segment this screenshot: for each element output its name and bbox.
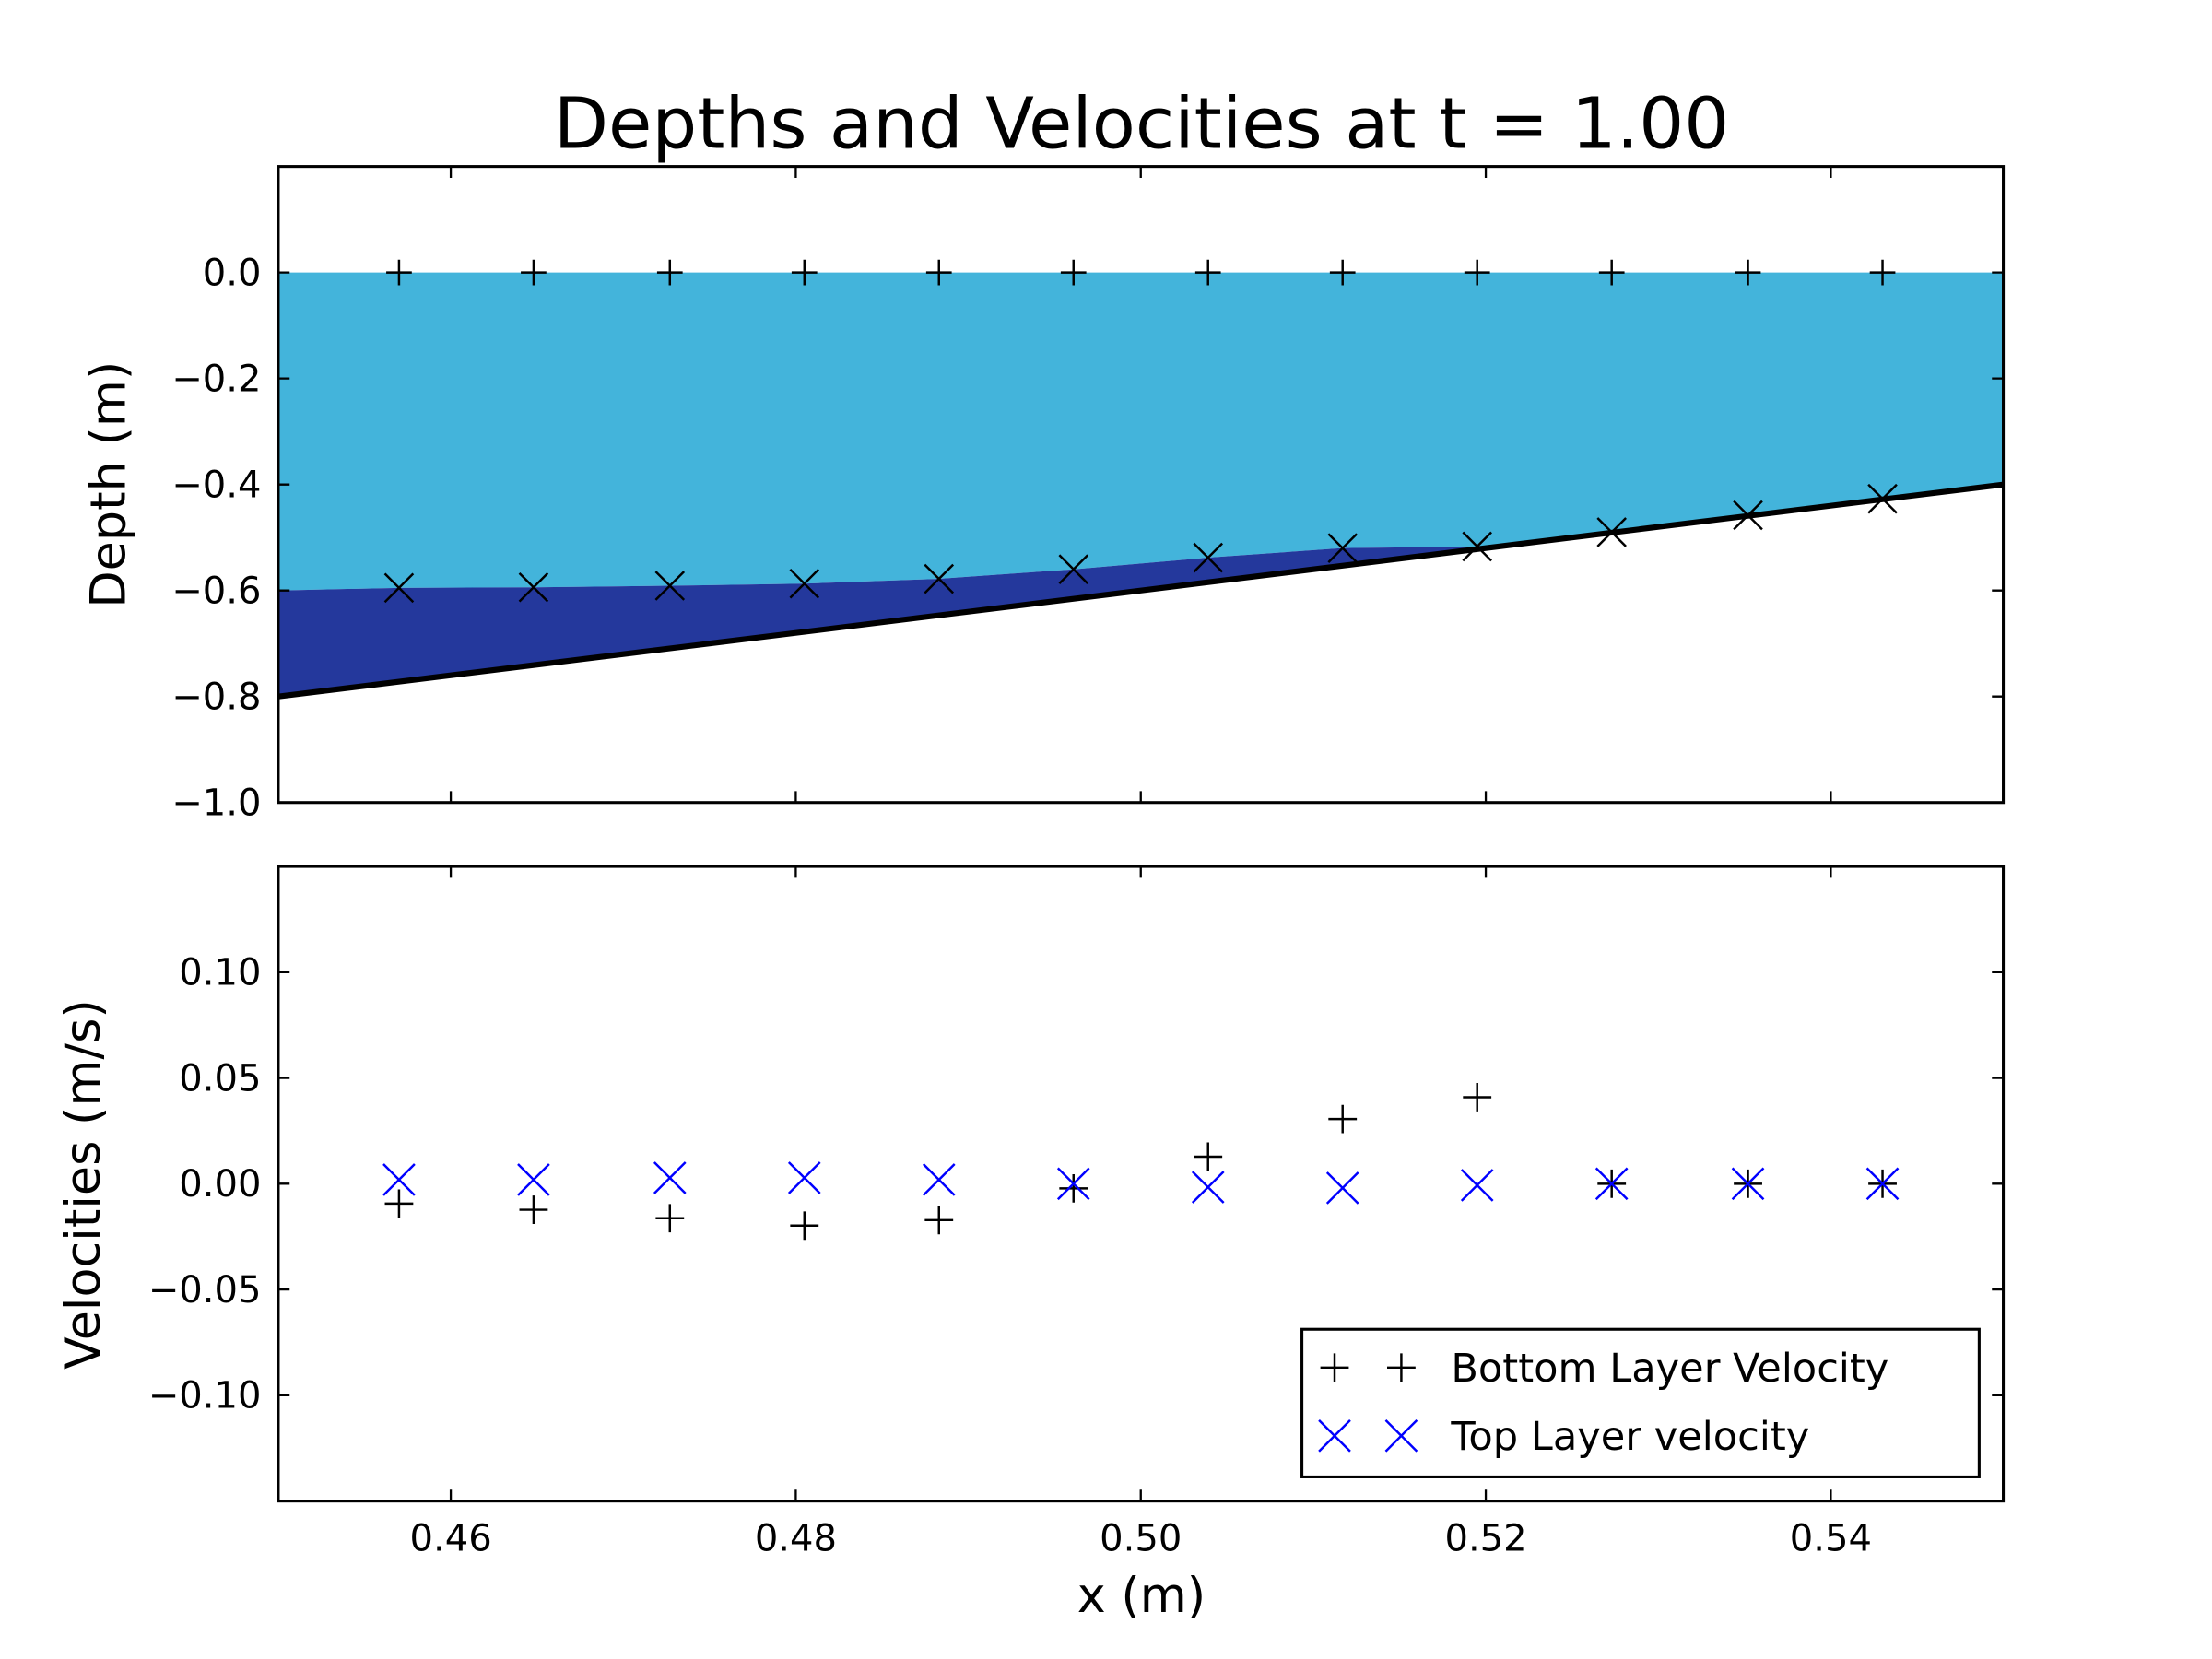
- y-tick-label: 0.00: [179, 1163, 261, 1206]
- interface-marker: [654, 571, 686, 601]
- top-velocity-marker: [1191, 1171, 1225, 1204]
- surface-marker: [1869, 259, 1896, 286]
- y-tick-label: −0.6: [171, 571, 261, 613]
- bottom-velocity-marker: [1463, 1083, 1492, 1112]
- surface-marker: [1464, 259, 1490, 286]
- bottom-velocity-marker: [1328, 1104, 1358, 1134]
- surface-marker: [791, 259, 818, 286]
- interface-marker: [1733, 500, 1763, 531]
- legend-plus-icon: [1387, 1353, 1416, 1382]
- interface-marker: [924, 563, 955, 594]
- bottom-ylabel: Velocities (m/s): [55, 999, 112, 1370]
- bottom-velocity-marker: [384, 1189, 414, 1218]
- top-velocity-marker: [1056, 1167, 1090, 1201]
- surface-marker: [1598, 259, 1625, 286]
- top-velocity-marker: [1865, 1167, 1900, 1201]
- legend-x-icon: [1384, 1418, 1418, 1453]
- x-tick-label: 0.54: [1790, 1518, 1872, 1560]
- x-axis-label: x (m): [1077, 1568, 1206, 1624]
- legend-frame: [1300, 1327, 1981, 1478]
- top-velocity-marker: [1594, 1167, 1629, 1201]
- interface-marker: [789, 568, 820, 599]
- interface-marker: [1462, 531, 1492, 562]
- bottom-velocity-marker: [924, 1206, 954, 1235]
- chart-title: Depths and Velocities at t = 1.00: [554, 84, 1730, 166]
- legend-x-icon: [1318, 1418, 1351, 1453]
- top-velocity-marker: [517, 1163, 550, 1196]
- interface-marker: [1058, 554, 1089, 584]
- y-tick-label: −0.4: [171, 465, 261, 507]
- bottom-velocity-marker: [790, 1211, 819, 1241]
- interface-marker: [1596, 517, 1627, 547]
- x-tick-label: 0.50: [1100, 1518, 1182, 1560]
- velocity-axes: 0.10 0.05 0.00 −0.05 −0.10 0.46 0.48 0.50 0.52 0.…: [148, 865, 2006, 1560]
- legend-label-bottom: Bottom Layer Velocity: [1451, 1346, 1888, 1392]
- top-layer-fill: [277, 272, 2004, 591]
- surface-marker: [1735, 259, 1761, 286]
- bottom-velocity-marker: [1059, 1173, 1088, 1203]
- surface-marker: [1329, 259, 1356, 286]
- legend: Bottom Layer Velocity Top Layer velocity: [1300, 1327, 1981, 1478]
- surface-marker: [925, 259, 952, 286]
- bottom-velocity-marker: [1194, 1142, 1223, 1171]
- top-velocity-marker: [922, 1163, 956, 1196]
- interface-marker: [518, 571, 549, 603]
- y-tick-label: 0.10: [179, 952, 261, 994]
- depth-axes: 0.0 −0.2 −0.4 −0.6 −0.8 −1.0: [171, 165, 2006, 825]
- interface-marker: [383, 572, 415, 604]
- top-ylabel: Depth (m): [81, 361, 137, 608]
- top-velocity-marker: [1731, 1167, 1765, 1201]
- y-tick-label: −0.8: [171, 677, 261, 719]
- bottom-velocity-marker: [655, 1204, 685, 1233]
- interface-marker: [1867, 483, 1898, 514]
- y-tick-label: −0.10: [148, 1375, 262, 1418]
- legend-label-top: Top Layer velocity: [1450, 1414, 1809, 1460]
- surface-marker: [1194, 259, 1221, 286]
- y-tick-label: −0.05: [148, 1269, 262, 1312]
- top-velocity-marker: [787, 1161, 821, 1194]
- y-tick-label: −1.0: [171, 782, 261, 825]
- surface-marker: [521, 259, 547, 286]
- top-velocity-marker: [1460, 1169, 1494, 1202]
- top-velocity-marker: [1325, 1171, 1359, 1205]
- x-tick-label: 0.46: [410, 1518, 492, 1560]
- x-tick-label: 0.48: [755, 1518, 837, 1560]
- y-tick-label: 0.05: [179, 1057, 261, 1100]
- bottom-velocity-marker: [519, 1195, 548, 1224]
- y-tick-label: −0.2: [171, 359, 261, 401]
- surface-marker: [656, 259, 683, 286]
- bathymetry-line: [277, 481, 2004, 700]
- top-velocity-marker: [653, 1161, 687, 1194]
- surface-marker: [386, 259, 412, 286]
- legend-plus-icon: [1320, 1353, 1349, 1382]
- x-tick-label: 0.52: [1444, 1518, 1526, 1560]
- top-velocity-marker: [382, 1163, 416, 1196]
- interface-marker: [1193, 542, 1224, 573]
- interface-marker: [1327, 533, 1358, 563]
- surface-marker: [1060, 259, 1087, 286]
- y-tick-label: 0.0: [203, 252, 262, 294]
